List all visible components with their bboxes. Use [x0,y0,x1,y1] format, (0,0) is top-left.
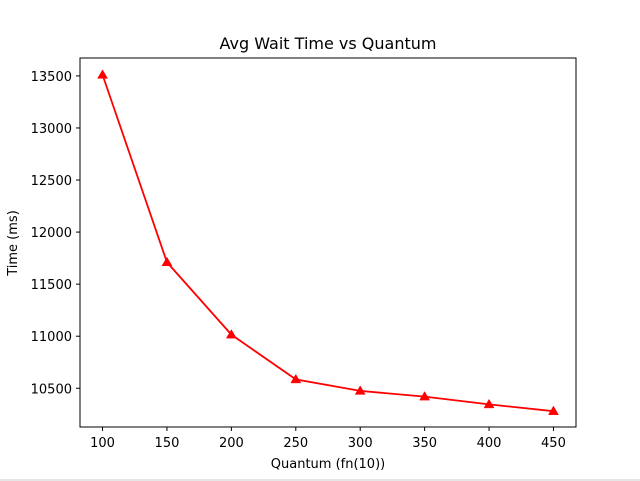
x-tick-label: 250 [283,436,308,451]
data-point-marker [548,405,559,415]
x-tick-label: 100 [90,436,115,451]
axes-layer: 100 150 200 250 300 350 400 450 10500 11000 11500 1… [31,70,566,451]
y-tick-label: 11000 [31,330,72,345]
x-tick-label: 150 [155,436,180,451]
y-tick-label: 12500 [31,174,72,189]
chart-title: Avg Wait Time vs Quantum [220,34,437,53]
plot-frame [79,57,577,428]
y-tick-label: 13000 [31,122,72,137]
bottom-border [0,479,640,481]
x-tick-label: 200 [219,436,244,451]
data-point-marker [225,329,237,339]
series-layer [97,69,559,415]
series-line [101,74,554,413]
data-point-marker [483,398,495,409]
data-point-marker [419,391,431,401]
data-point-marker [290,373,302,384]
x-tick-label: 450 [541,436,566,451]
data-point-marker [161,256,173,267]
x-tick-label: 300 [348,436,373,451]
x-tick-label: 350 [412,436,437,451]
x-tick-label: 400 [477,436,502,451]
y-axis-label: Time (ms) [6,210,21,277]
data-point-marker [354,385,366,395]
y-tick-label: 12000 [31,226,72,241]
y-tick-label: 11500 [31,278,72,293]
y-tick-label: 10500 [31,382,72,397]
y-tick-label: 13500 [31,70,72,85]
data-point-marker [97,69,108,79]
x-axis-label: Quantum (fn(10)) [271,457,385,472]
